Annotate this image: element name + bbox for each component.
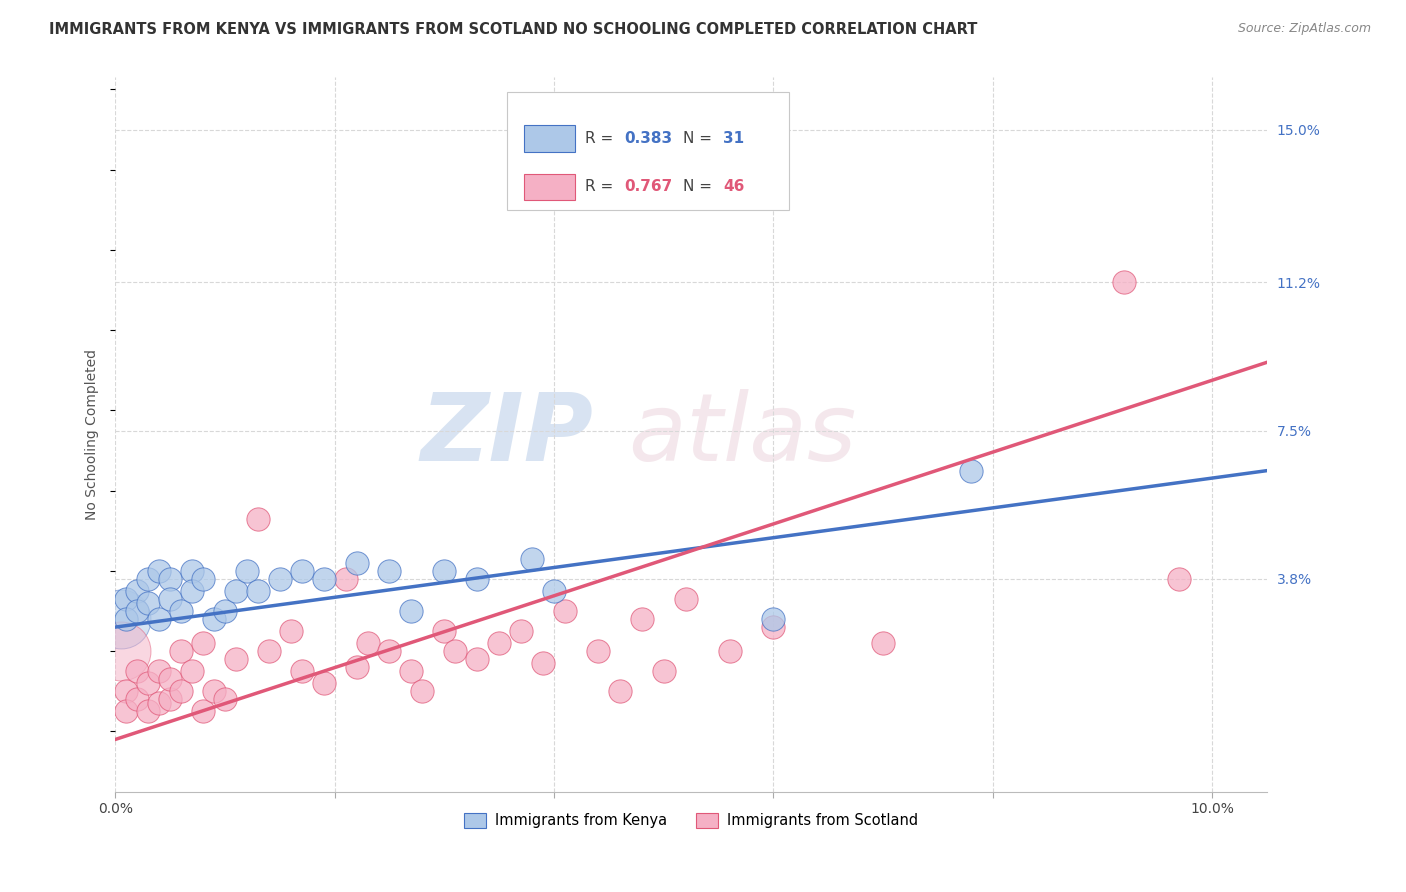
Point <box>148 697 170 711</box>
Point <box>225 652 247 666</box>
Point <box>127 692 149 706</box>
Point <box>115 612 138 626</box>
Text: atlas: atlas <box>628 389 856 480</box>
Point <box>159 692 181 706</box>
Point <box>411 684 433 698</box>
Point <box>115 592 138 607</box>
Point <box>269 572 291 586</box>
Point <box>159 572 181 586</box>
Point <box>312 676 335 690</box>
Point <box>762 612 785 626</box>
Point <box>257 644 280 658</box>
Point <box>630 612 652 626</box>
Text: R =: R = <box>585 130 619 145</box>
Point <box>202 684 225 698</box>
Y-axis label: No Schooling Completed: No Schooling Completed <box>86 349 100 520</box>
Point <box>401 604 423 618</box>
Point <box>110 612 132 626</box>
Point <box>127 665 149 679</box>
Point <box>181 564 204 578</box>
FancyBboxPatch shape <box>524 174 575 201</box>
Point <box>291 564 314 578</box>
FancyBboxPatch shape <box>524 125 575 152</box>
Point <box>110 644 132 658</box>
Point <box>214 692 236 706</box>
Point <box>433 624 456 639</box>
Point <box>159 673 181 687</box>
Text: N =: N = <box>683 130 717 145</box>
Point <box>1168 572 1191 586</box>
Point <box>148 665 170 679</box>
Point <box>356 636 378 650</box>
Point <box>236 564 259 578</box>
Text: IMMIGRANTS FROM KENYA VS IMMIGRANTS FROM SCOTLAND NO SCHOOLING COMPLETED CORRELA: IMMIGRANTS FROM KENYA VS IMMIGRANTS FROM… <box>49 22 977 37</box>
Point <box>554 604 576 618</box>
Point <box>444 644 467 658</box>
Point <box>202 612 225 626</box>
Point <box>170 604 193 618</box>
Text: ZIP: ZIP <box>420 389 593 481</box>
Point <box>312 572 335 586</box>
Point <box>191 572 214 586</box>
Text: R =: R = <box>585 179 619 194</box>
Text: Source: ZipAtlas.com: Source: ZipAtlas.com <box>1237 22 1371 36</box>
Point <box>488 636 510 650</box>
Point <box>510 624 533 639</box>
Point <box>136 676 159 690</box>
Point <box>115 704 138 718</box>
Point <box>652 665 675 679</box>
Point <box>170 684 193 698</box>
Point <box>181 584 204 599</box>
Point <box>136 572 159 586</box>
Point <box>191 704 214 718</box>
Point <box>136 704 159 718</box>
Point <box>959 464 981 478</box>
Point <box>378 644 401 658</box>
Point <box>225 584 247 599</box>
Point <box>159 592 181 607</box>
Text: 46: 46 <box>723 179 745 194</box>
Point <box>127 584 149 599</box>
Point <box>246 584 269 599</box>
Point <box>191 636 214 650</box>
Point <box>127 604 149 618</box>
Point <box>433 564 456 578</box>
Point <box>214 604 236 618</box>
Point <box>586 644 609 658</box>
Point <box>718 644 741 658</box>
Point <box>346 556 368 570</box>
Point <box>531 657 554 671</box>
Text: 0.383: 0.383 <box>624 130 672 145</box>
Point <box>136 596 159 610</box>
Text: 31: 31 <box>723 130 745 145</box>
Point <box>872 636 894 650</box>
Point <box>1114 275 1136 289</box>
Point <box>609 684 631 698</box>
Point <box>378 564 401 578</box>
Point <box>148 612 170 626</box>
Legend: Immigrants from Kenya, Immigrants from Scotland: Immigrants from Kenya, Immigrants from S… <box>458 807 924 834</box>
Point <box>115 684 138 698</box>
Point <box>543 584 565 599</box>
Point <box>335 572 357 586</box>
Point <box>170 644 193 658</box>
Point <box>465 572 488 586</box>
Point <box>675 592 697 607</box>
Point <box>762 620 785 634</box>
Point <box>148 564 170 578</box>
Point <box>280 624 302 639</box>
Point <box>346 660 368 674</box>
Point <box>520 552 543 566</box>
Point <box>291 665 314 679</box>
Point <box>246 512 269 526</box>
Point <box>465 652 488 666</box>
Text: N =: N = <box>683 179 717 194</box>
Text: 0.767: 0.767 <box>624 179 672 194</box>
Point <box>181 665 204 679</box>
Point <box>401 665 423 679</box>
FancyBboxPatch shape <box>506 92 789 210</box>
